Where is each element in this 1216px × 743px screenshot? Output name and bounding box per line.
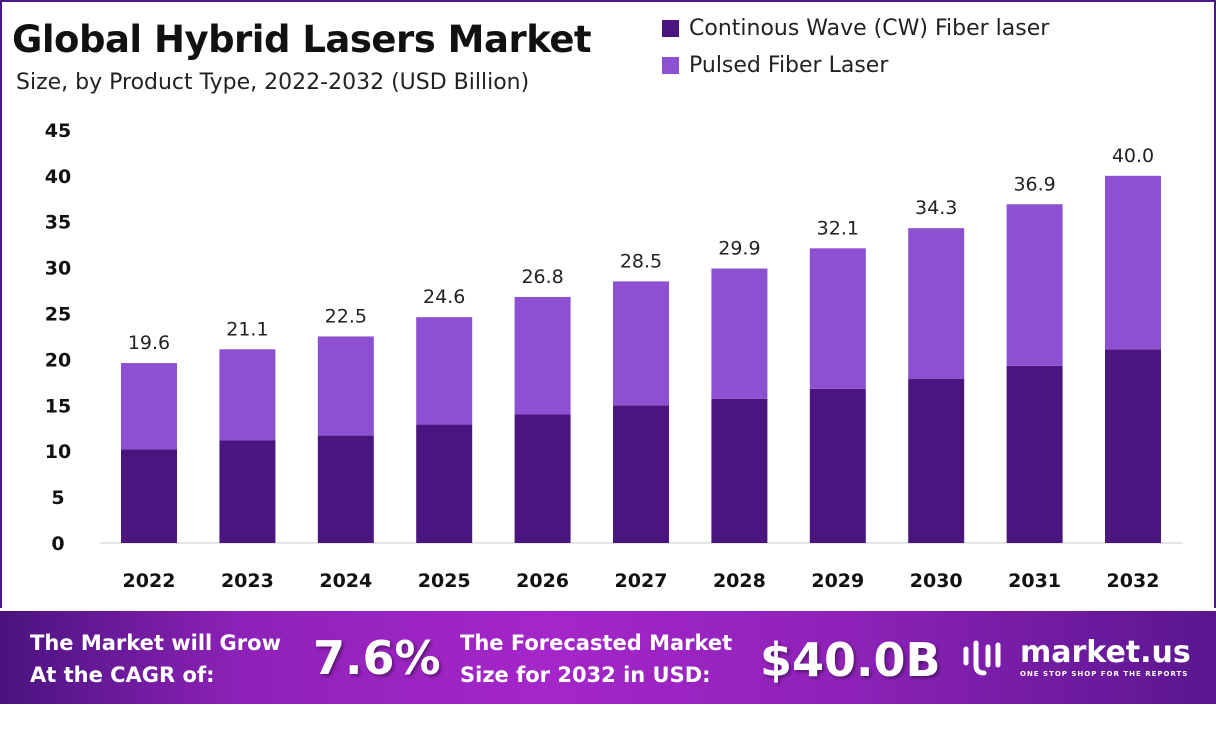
bar-segment-pulsed (317, 336, 374, 436)
cagr-label-line1: The Market will Grow (30, 631, 281, 655)
bar-segment-cw (416, 424, 473, 543)
bar-total-label: 29.9 (718, 238, 760, 260)
chart-frame (0, 0, 1216, 608)
bar-segment-cw (809, 388, 866, 543)
bar-segment-cw (514, 414, 571, 543)
bar-segment-cw (711, 398, 768, 543)
legend-item-pulsed: Pulsed Fiber Laser (662, 53, 888, 78)
cagr-label: The Market will Grow At the CAGR of: (30, 627, 281, 691)
bar-segment-pulsed (219, 349, 276, 441)
bar-segment-pulsed (1105, 175, 1161, 350)
bar-segment-pulsed (514, 296, 571, 415)
x-tick-label: 2024 (319, 570, 372, 592)
logo-name: market.us (1020, 635, 1191, 670)
x-tick-label: 2027 (615, 570, 668, 592)
bar-total-label: 21.1 (226, 318, 268, 340)
cagr-value: 7.6% (313, 631, 441, 685)
bar-segment-pulsed (613, 281, 669, 406)
legend-swatch (662, 20, 679, 37)
y-tick-label: 40 (45, 166, 71, 188)
y-tick-label: 0 (51, 533, 64, 555)
y-tick-label: 30 (45, 258, 71, 280)
legend-label: Continous Wave (CW) Fiber laser (689, 16, 1050, 41)
market-us-logo: market.us ONE STOP SHOP FOR THE REPORTS (960, 635, 1191, 678)
x-tick-label: 2025 (418, 570, 471, 592)
bar-segment-cw (317, 435, 374, 543)
x-tick-label: 2029 (811, 570, 864, 592)
x-tick-label: 2026 (516, 570, 569, 592)
bar-segment-cw (1105, 349, 1161, 543)
bar-total-label: 19.6 (128, 332, 170, 354)
x-tick-label: 2032 (1107, 570, 1160, 592)
x-tick-label: 2028 (713, 570, 766, 592)
bar-total-label: 32.1 (817, 217, 859, 239)
bar-segment-pulsed (121, 363, 177, 450)
x-tick-label: 2022 (123, 570, 176, 592)
bar-segment-pulsed (416, 317, 473, 425)
bar-total-label: 22.5 (325, 305, 367, 327)
bar-segment-cw (1006, 365, 1063, 543)
bar-total-label: 40.0 (1112, 145, 1154, 167)
bar-segment-cw (613, 405, 669, 543)
bar-total-label: 24.6 (423, 286, 465, 308)
size-value: $40.0B (760, 633, 941, 687)
bar-total-label: 26.8 (521, 266, 563, 288)
legend-label: Pulsed Fiber Laser (689, 53, 889, 78)
bar-total-label: 28.5 (620, 250, 662, 272)
y-tick-label: 15 (45, 395, 71, 417)
bar-segment-cw (121, 449, 177, 543)
bar-chart: 05101520253035404519.6202221.1202322.520… (45, 120, 1183, 592)
legend-swatch (662, 57, 679, 74)
y-tick-label: 35 (45, 212, 71, 234)
bar-segment-pulsed (809, 248, 866, 389)
logo-icon (963, 640, 1001, 675)
size-label-line1: The Forecasted Market (460, 631, 733, 655)
bar-segment-pulsed (711, 268, 768, 399)
logo-tagline: ONE STOP SHOP FOR THE REPORTS (1020, 670, 1189, 678)
bar-segment-cw (908, 378, 965, 543)
y-tick-label: 10 (45, 441, 71, 463)
bar-total-label: 34.3 (915, 197, 957, 219)
footer-banner: The Market will Grow At the CAGR of: 7.6… (0, 611, 1216, 704)
chart-title: Global Hybrid Lasers Market (12, 18, 592, 61)
bar-total-label: 36.9 (1013, 173, 1055, 195)
bar-segment-pulsed (1006, 204, 1063, 366)
y-tick-label: 25 (45, 304, 71, 326)
chart-subtitle: Size, by Product Type, 2022-2032 (USD Bi… (16, 70, 530, 95)
x-tick-label: 2030 (910, 570, 963, 592)
y-tick-label: 20 (45, 349, 71, 371)
y-tick-label: 5 (51, 487, 64, 509)
x-tick-label: 2023 (221, 570, 274, 592)
size-label: The Forecasted Market Size for 2032 in U… (460, 627, 732, 691)
bar-segment-cw (219, 440, 276, 543)
legend-item-cw: Continous Wave (CW) Fiber laser (662, 16, 1049, 41)
cagr-label-line2: At the CAGR of: (30, 663, 215, 687)
size-label-line2: Size for 2032 in USD: (460, 663, 711, 687)
y-tick-label: 45 (45, 120, 71, 142)
bar-segment-pulsed (908, 228, 965, 379)
x-tick-label: 2031 (1008, 570, 1061, 592)
